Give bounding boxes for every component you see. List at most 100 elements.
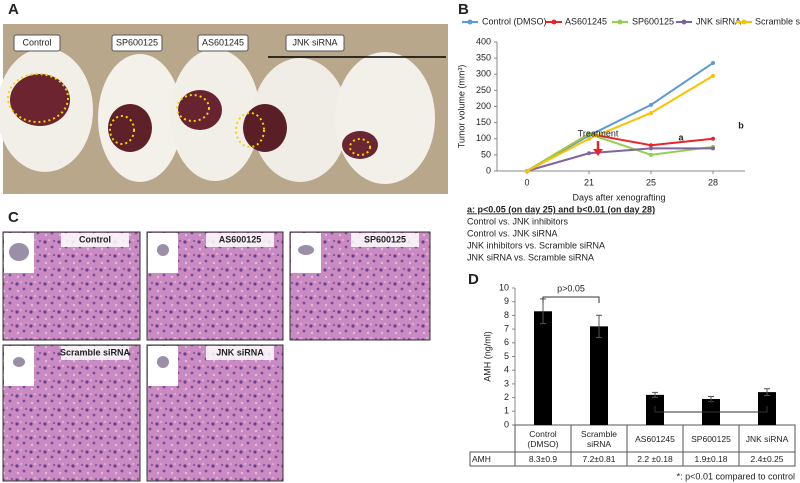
thumbnail bbox=[157, 244, 169, 256]
data-point bbox=[587, 136, 591, 141]
thumbnail bbox=[298, 245, 314, 255]
y-tick-label: 7 bbox=[504, 323, 509, 333]
y-axis-label: AMH (ng/ml) bbox=[482, 331, 492, 382]
data-point bbox=[587, 131, 591, 136]
histology-label: SP600125 bbox=[364, 234, 406, 244]
value-label: 2.2 ±0.18 bbox=[637, 454, 673, 464]
table-border bbox=[469, 451, 516, 467]
tumor bbox=[10, 74, 70, 126]
histology-label: Scramble siRNA bbox=[60, 347, 131, 357]
histology-label: JNK siRNA bbox=[216, 347, 264, 357]
x-tick-label: 28 bbox=[708, 177, 718, 187]
y-tick-label: 5 bbox=[504, 351, 509, 361]
value-label: 2.4±0.25 bbox=[750, 454, 784, 464]
label-box bbox=[111, 34, 163, 52]
y-tick-label: 150 bbox=[476, 117, 491, 127]
footnote: *: p<0.01 compared to control bbox=[677, 471, 795, 481]
label-box bbox=[351, 233, 419, 247]
category-label: SP600125 bbox=[691, 433, 731, 444]
category-label: Scramble siRNA bbox=[581, 428, 617, 449]
category-label: JNK siRNA bbox=[745, 433, 789, 444]
annotation: Treatment bbox=[578, 128, 619, 138]
mouse bbox=[335, 52, 435, 184]
data-point bbox=[711, 146, 715, 151]
value-label: 8.3±0.9 bbox=[528, 454, 558, 464]
x-axis-label: Days after xenografting bbox=[572, 192, 665, 202]
data-point bbox=[711, 136, 715, 141]
legend-swatch-dot bbox=[617, 19, 623, 25]
legend-swatch-dot bbox=[681, 19, 687, 25]
histology-panel bbox=[2, 231, 431, 482]
annotation: b bbox=[738, 120, 744, 130]
bracket bbox=[542, 296, 600, 303]
photo-label: AS601245 bbox=[202, 37, 244, 47]
histology-label: AS600125 bbox=[219, 234, 262, 244]
y-axis-label: Tumor volume (mm³) bbox=[456, 65, 466, 149]
y-tick-label: 8 bbox=[504, 310, 509, 320]
panel-letter: B bbox=[458, 1, 469, 18]
photo-panel bbox=[0, 24, 448, 194]
label-box bbox=[61, 346, 129, 360]
thumbnail bbox=[13, 357, 25, 367]
y-tick-label: 100 bbox=[476, 133, 491, 143]
mouse bbox=[252, 58, 348, 182]
outline bbox=[349, 138, 371, 156]
value-label: 7.2±0.81 bbox=[582, 454, 616, 464]
tumor-outlines bbox=[7, 73, 371, 156]
tumor bbox=[342, 131, 378, 159]
y-tick-label: 250 bbox=[476, 85, 491, 95]
x-tick-label: 25 bbox=[646, 177, 656, 187]
label-box bbox=[61, 233, 129, 247]
label-box bbox=[13, 34, 61, 52]
legend-swatch-dot bbox=[741, 19, 747, 25]
photo-label: Control bbox=[22, 37, 51, 47]
note: Control vs. JNK inhibitors bbox=[467, 216, 569, 226]
y-tick-label: 200 bbox=[476, 101, 491, 111]
bar bbox=[534, 311, 552, 425]
y-tick-label: 300 bbox=[476, 69, 491, 79]
data-point bbox=[649, 110, 653, 115]
panel-letter: D bbox=[468, 271, 479, 288]
legend-label: Scramble siRNA bbox=[755, 16, 800, 26]
row-label: AMH bbox=[472, 454, 491, 464]
treatment-arrowhead bbox=[593, 149, 603, 156]
legend-label: Control (DMSO) bbox=[482, 16, 547, 26]
label-box bbox=[206, 233, 274, 247]
outline bbox=[176, 94, 210, 122]
legend-swatch-dot bbox=[467, 19, 473, 25]
thumbnail bbox=[157, 356, 169, 368]
note: JNK inhibitors vs. Scramble siRNA bbox=[467, 240, 605, 250]
outline bbox=[7, 73, 69, 123]
y-tick-label: 0 bbox=[486, 165, 491, 175]
y-tick-label: 1 bbox=[504, 406, 509, 416]
y-tick-label: 10 bbox=[499, 282, 509, 292]
legend-label: AS601245 bbox=[565, 16, 607, 26]
y-tick-label: 0 bbox=[504, 419, 509, 429]
note: Control vs. JNK siRNA bbox=[467, 228, 558, 238]
legend-label: SP600125 bbox=[632, 16, 674, 26]
y-tick-label: 400 bbox=[476, 36, 491, 46]
y-tick-label: 6 bbox=[504, 337, 509, 347]
data-point bbox=[649, 146, 653, 151]
data-point bbox=[711, 73, 715, 78]
legend-swatch-dot bbox=[551, 19, 557, 25]
x-tick-label: 0 bbox=[524, 177, 529, 187]
data-point bbox=[587, 151, 591, 156]
data-point bbox=[649, 143, 653, 148]
bar bbox=[590, 326, 608, 425]
x-tick-label: 21 bbox=[584, 177, 594, 187]
note: JNK siRNA vs. Scramble siRNA bbox=[467, 252, 594, 262]
annotation: * bbox=[709, 398, 713, 408]
data-point bbox=[649, 102, 653, 107]
y-tick-label: 9 bbox=[504, 296, 509, 306]
y-tick-label: 50 bbox=[481, 149, 491, 159]
y-tick-label: 3 bbox=[504, 378, 509, 388]
value-label: 1.9±0.18 bbox=[694, 454, 728, 464]
annotation: a bbox=[678, 132, 684, 142]
note: a: p<0.05 (on day 25) and b<0.01 (on day… bbox=[467, 204, 655, 214]
series-line bbox=[526, 75, 714, 172]
histology-label: Control bbox=[79, 234, 111, 244]
data-point bbox=[711, 60, 715, 65]
